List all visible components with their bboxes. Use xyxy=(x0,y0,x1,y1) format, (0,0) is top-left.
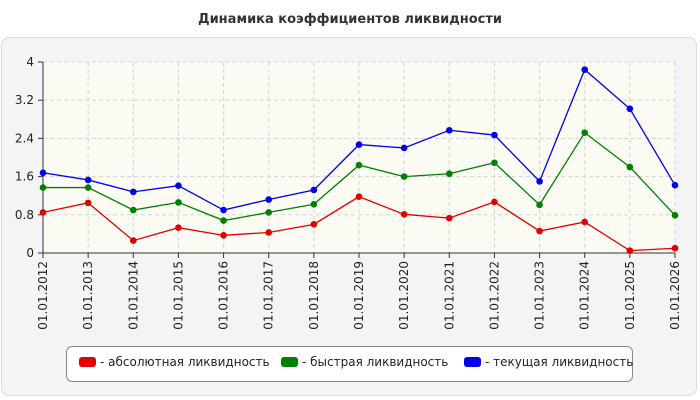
chart-legend: - абсолютная ликвидность - быстрая ликви… xyxy=(66,346,633,382)
x-tick-label: 01.01.2014 xyxy=(126,261,140,330)
data-point-series-2 xyxy=(220,206,227,214)
x-tick-label: 01.01.2022 xyxy=(487,261,501,330)
data-point-series-1 xyxy=(671,211,679,219)
legend-item-current: - текущая ликвидность xyxy=(464,355,633,369)
y-tick-label: 3.2 xyxy=(15,93,34,107)
x-tick-label: 01.01.2018 xyxy=(307,261,321,330)
chart-title: Динамика коэффициентов ликвидности xyxy=(198,12,502,27)
x-tick-label: 01.01.2017 xyxy=(262,261,276,330)
data-point-series-0 xyxy=(84,199,92,207)
legend-item-quick: - быстрая ликвидность xyxy=(281,355,448,369)
data-point-series-2 xyxy=(175,182,182,189)
data-point-series-0 xyxy=(265,229,273,236)
data-point-series-0 xyxy=(626,247,634,254)
data-point-series-0 xyxy=(39,209,47,216)
data-point-series-1 xyxy=(129,206,137,214)
data-point-series-1 xyxy=(175,199,182,206)
data-point-series-1 xyxy=(400,173,408,180)
data-point-series-2 xyxy=(39,169,47,177)
data-point-series-0 xyxy=(175,224,182,231)
data-point-series-1 xyxy=(39,184,47,191)
data-point-series-1 xyxy=(445,170,453,178)
data-point-series-1 xyxy=(220,217,227,224)
x-tick-label: 01.01.2020 xyxy=(397,261,411,330)
legend-label-current: - текущая ликвидность xyxy=(485,355,634,369)
x-tick-label: 01.01.2015 xyxy=(171,261,185,330)
x-tick-label: 01.01.2016 xyxy=(217,261,231,330)
data-point-series-0 xyxy=(129,237,137,244)
data-point-series-2 xyxy=(536,178,543,185)
legend-item-absolute: - абсолютная ликвидность xyxy=(79,355,270,369)
data-point-series-0 xyxy=(536,227,543,235)
x-tick-label: 01.01.2025 xyxy=(623,261,637,330)
data-point-series-2 xyxy=(671,181,679,189)
data-point-series-1 xyxy=(265,209,273,216)
data-point-series-1 xyxy=(84,184,92,191)
x-tick-label: 01.01.2026 xyxy=(668,261,682,330)
data-point-series-1 xyxy=(626,163,634,171)
data-point-series-1 xyxy=(581,129,589,136)
data-point-series-1 xyxy=(355,161,363,169)
data-point-series-1 xyxy=(310,200,318,208)
x-tick-label: 01.01.2023 xyxy=(533,261,547,330)
legend-label-quick: - быстрая ликвидность xyxy=(302,355,449,369)
legend-swatch-green xyxy=(281,357,298,367)
data-point-series-0 xyxy=(220,232,227,239)
data-point-series-2 xyxy=(581,66,589,73)
data-point-series-2 xyxy=(400,144,408,152)
x-tick-label: 01.01.2024 xyxy=(578,261,592,330)
data-point-series-2 xyxy=(129,188,137,196)
data-point-series-0 xyxy=(400,211,408,218)
data-point-series-0 xyxy=(355,193,363,200)
y-tick-label: 2.4 xyxy=(15,131,34,145)
data-point-series-0 xyxy=(671,244,679,252)
legend-swatch-red xyxy=(79,357,96,367)
data-point-series-0 xyxy=(310,221,318,228)
x-tick-label: 01.01.2021 xyxy=(442,261,456,330)
y-tick-label: 0.8 xyxy=(15,208,34,222)
data-point-series-2 xyxy=(445,126,453,134)
data-point-series-2 xyxy=(265,196,273,203)
data-point-series-1 xyxy=(491,159,498,167)
data-point-series-2 xyxy=(310,186,318,194)
data-point-series-0 xyxy=(445,214,453,222)
y-tick-label: 0 xyxy=(26,246,34,260)
y-tick-label: 1.6 xyxy=(15,170,34,184)
data-point-series-0 xyxy=(581,218,589,226)
legend-label-absolute: - абсолютная ликвидность xyxy=(100,355,270,369)
data-point-series-0 xyxy=(491,198,498,206)
data-point-series-1 xyxy=(536,201,543,209)
y-tick-label: 4 xyxy=(26,55,34,69)
legend-swatch-blue xyxy=(464,357,481,367)
x-tick-label: 01.01.2019 xyxy=(352,261,366,330)
data-point-series-2 xyxy=(626,105,634,113)
data-point-series-2 xyxy=(355,141,363,148)
data-point-series-2 xyxy=(84,176,92,184)
x-tick-label: 01.01.2012 xyxy=(36,261,50,330)
data-point-series-2 xyxy=(491,131,498,139)
x-tick-label: 01.01.2013 xyxy=(81,261,95,330)
